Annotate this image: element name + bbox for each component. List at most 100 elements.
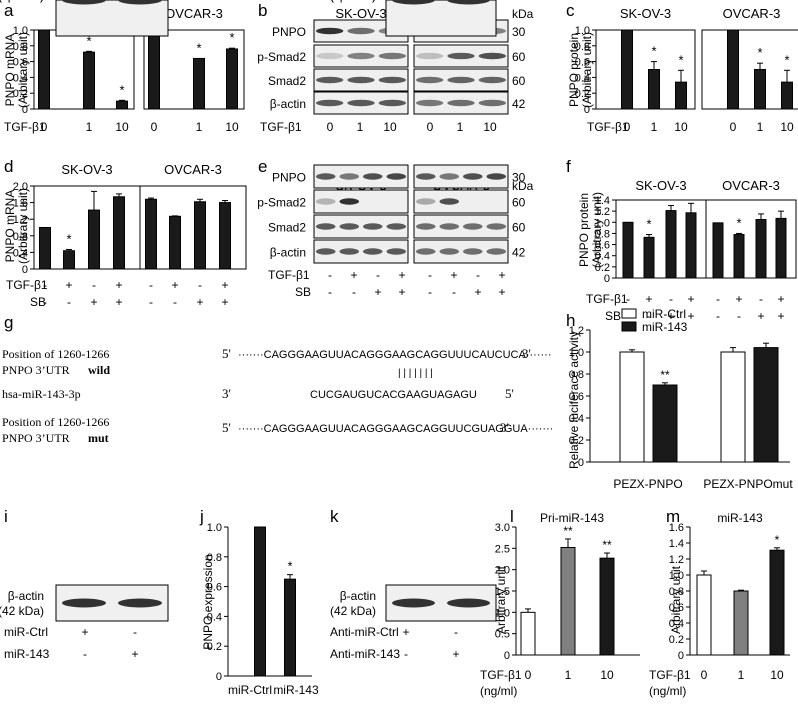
group-title-c: OVCAR-3 <box>723 6 781 21</box>
bar-h <box>753 347 779 463</box>
blot-band-e <box>386 173 406 180</box>
axis-f-tick-label: 0 <box>604 273 610 285</box>
legend-swatch-h <box>621 321 637 332</box>
axis-l-tick-label: 2.5 <box>495 543 510 555</box>
sign-f: - <box>669 292 673 306</box>
bar-l <box>599 557 615 656</box>
bar-m <box>733 590 749 656</box>
significance-mark-l: ** <box>602 538 612 552</box>
sign-d: + <box>115 295 122 309</box>
sign-f: + <box>777 309 784 323</box>
sign-e: + <box>498 268 505 282</box>
panel-letter-c: c <box>566 1 575 20</box>
group-title-a: OVCAR-3 <box>165 6 223 21</box>
blot-band-i <box>62 598 106 608</box>
dose-label-l: 10 <box>600 668 614 682</box>
bar-d <box>113 196 125 270</box>
dose-label-c: 1 <box>757 120 764 134</box>
base-pairs: | | | | | | | <box>398 368 433 379</box>
dose-label-b: 10 <box>383 120 397 134</box>
bar-d <box>145 198 157 270</box>
sign-d: - <box>149 278 153 292</box>
sign-d: + <box>221 295 228 309</box>
category-label-h: PEZX-PNPOmut <box>703 477 793 491</box>
sequence-wild: ·······CAGGGAAGUUACAGGGAAGCAGGUUUCAUCUCA… <box>238 349 551 361</box>
axis-l-tick-label: 2.0 <box>495 565 510 577</box>
bar-f <box>622 221 634 279</box>
blot-row-label-i: PNPO <box>10 0 44 3</box>
axis-j-tick-label: 0.6 <box>207 582 222 594</box>
significance-mark-a: * <box>86 33 91 48</box>
sign-d: + <box>90 295 97 309</box>
sign-f: + <box>687 292 694 306</box>
blot-box-e <box>413 189 509 214</box>
bar-f <box>712 222 724 279</box>
kda-label-b: 30 <box>512 25 526 39</box>
blot-row-label-e: β-actin <box>270 246 306 260</box>
blot-band-b <box>416 52 444 60</box>
significance-mark-c: * <box>784 52 789 67</box>
axis-d-tick-label: 2.0 <box>13 181 28 193</box>
treatment-label-m: (ng/ml) <box>649 684 686 698</box>
bar-f <box>733 234 745 279</box>
dose-label-b: 1 <box>457 120 464 134</box>
sign-e: - <box>352 285 356 299</box>
axis-d-tick-label: 0.4 <box>13 247 28 259</box>
axis-j-tick-label: 1.0 <box>207 522 222 534</box>
row-label-e: SB <box>295 285 311 299</box>
blot-band-i <box>118 0 162 5</box>
mirna-label: hsa-miR-143-3p <box>2 387 81 401</box>
sign-f: + <box>687 309 694 323</box>
blot-row-label-e: Smad2 <box>268 221 306 235</box>
prime-3-mut: 3' <box>500 420 509 435</box>
bar-d <box>39 227 51 270</box>
sign-f: - <box>759 292 763 306</box>
blot-row-label-e: PNPO <box>272 171 306 185</box>
panel-letter-f: f <box>566 157 571 176</box>
kda-header-e: kDa <box>512 179 534 193</box>
axis-c-tick-label: 0.8 <box>575 41 590 53</box>
panel-letter-i: i <box>4 507 8 526</box>
prime-5-mut: 5' <box>222 420 231 435</box>
blot-row-label-k: β-actin <box>340 0 376 3</box>
blot-band-b <box>478 52 507 60</box>
bar-a <box>193 57 205 110</box>
axis-m-tick-label: 0.2 <box>669 634 684 646</box>
blot-band-b <box>316 52 344 60</box>
treatment-label-m: TGF-β1 <box>649 668 691 682</box>
blot-band-e <box>486 248 506 255</box>
plot-frame-f <box>705 199 797 279</box>
sign-f: + <box>777 292 784 306</box>
significance-mark-c: * <box>678 52 683 67</box>
site-label-wild-bold: wild <box>88 363 110 377</box>
sign-f: - <box>737 309 741 323</box>
prime-3-wild: 3' <box>522 346 531 361</box>
axis-a-tick-label: 0.8 <box>13 41 28 53</box>
blot-band-i <box>118 598 162 608</box>
bar-l <box>520 611 536 656</box>
blot-band-b <box>316 99 344 107</box>
y-axis-label-m: Arbitrary unit <box>669 565 683 634</box>
blot-band-b <box>378 99 407 107</box>
kda-header-b: kDa <box>512 7 534 21</box>
treatment-label-a: TGF-β1 <box>4 120 46 134</box>
dose-label-a: 0 <box>41 120 48 134</box>
group-title-d: SK-OV-3 <box>61 162 112 177</box>
axis-f-tick-label: 0.8 <box>595 228 610 240</box>
sign-e: - <box>328 268 332 282</box>
bar-d <box>219 202 231 270</box>
group-title-d: OVCAR-3 <box>164 162 222 177</box>
bar-a <box>83 51 95 110</box>
row-label-k: Anti-miR-Ctrl <box>330 625 399 639</box>
blot-band-b <box>316 76 344 84</box>
panel-letter-l: l <box>510 507 514 526</box>
sign-f: - <box>647 309 651 323</box>
blot-band-e <box>463 223 483 230</box>
blot-band-e <box>463 248 483 255</box>
sign-k: - <box>404 647 408 661</box>
dose-label-m: 0 <box>701 668 708 682</box>
blot-row-label-k: PNPO <box>342 0 376 3</box>
category-label-h: PEZX-PNPO <box>613 477 682 491</box>
sign-f: + <box>735 292 742 306</box>
blot-band-e <box>339 173 359 180</box>
